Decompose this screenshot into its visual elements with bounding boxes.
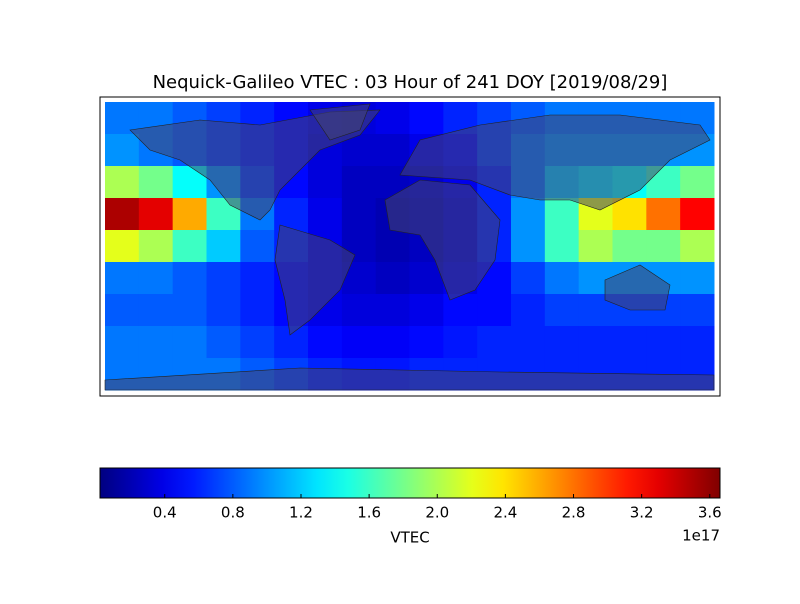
colorbar-tick-label: 2.4	[493, 504, 517, 522]
cell	[105, 262, 140, 295]
chart-title: Nequick-Galileo VTEC : 03 Hour of 241 DO…	[153, 72, 668, 93]
cell	[240, 326, 275, 359]
cell	[105, 166, 140, 199]
cell	[105, 294, 140, 327]
cell	[680, 198, 715, 231]
cell	[544, 326, 580, 359]
colorbar	[99, 467, 721, 499]
cell	[105, 102, 140, 135]
cell	[680, 166, 715, 199]
cell	[105, 134, 140, 167]
cell	[375, 230, 410, 263]
cell	[138, 166, 174, 199]
cell	[544, 294, 580, 327]
cell	[646, 198, 681, 231]
cell	[612, 326, 647, 359]
cell	[105, 198, 140, 231]
cell	[308, 326, 343, 359]
cell	[680, 294, 715, 327]
landmass	[129, 109, 381, 221]
cell	[341, 198, 377, 231]
cell	[544, 230, 580, 263]
landmass	[399, 114, 711, 211]
colorbar-tick-label: 2.0	[425, 504, 449, 522]
cell	[646, 230, 681, 263]
cell	[172, 230, 207, 263]
cell	[375, 102, 410, 135]
cell	[206, 326, 241, 359]
cell	[375, 294, 410, 327]
cell	[172, 294, 207, 327]
cell	[138, 294, 174, 327]
cell	[172, 198, 207, 231]
landmass	[384, 179, 501, 301]
cell	[443, 326, 478, 359]
coastlines	[104, 103, 715, 391]
map-frame	[99, 96, 721, 397]
cell	[375, 326, 410, 359]
cell	[646, 326, 681, 359]
cell	[341, 326, 377, 359]
cell	[206, 294, 241, 327]
cell	[578, 230, 613, 263]
colorbar-tick-label: 2.8	[562, 504, 586, 522]
colorbar-tick-label: 3.6	[698, 504, 722, 522]
cell	[240, 262, 275, 295]
cell	[544, 198, 580, 231]
cell	[206, 262, 241, 295]
colorbar-tick-label: 0.4	[153, 504, 177, 522]
cell	[375, 134, 410, 167]
cell	[308, 166, 343, 199]
cell	[544, 262, 580, 295]
cell	[274, 198, 309, 231]
cell	[680, 326, 715, 359]
cell	[511, 198, 546, 231]
cell	[409, 326, 444, 359]
cell	[138, 262, 174, 295]
cell	[511, 326, 546, 359]
cell	[172, 262, 207, 295]
cell	[206, 230, 241, 263]
cell	[375, 262, 410, 295]
landmass	[104, 367, 715, 391]
cell	[511, 262, 546, 295]
colorbar-tick-label: 1.2	[289, 504, 313, 522]
cell	[511, 230, 546, 263]
cell	[578, 326, 613, 359]
cell	[477, 326, 512, 359]
colorbar-label: VTEC	[390, 529, 429, 547]
cell	[138, 230, 174, 263]
cell	[341, 166, 377, 199]
cell	[443, 294, 478, 327]
cell	[612, 230, 647, 263]
landmass	[309, 103, 371, 141]
cell	[409, 102, 444, 135]
cell	[511, 294, 546, 327]
cell	[240, 294, 275, 327]
cell	[138, 326, 174, 359]
cell	[172, 326, 207, 359]
cell	[680, 230, 715, 263]
cell	[308, 198, 343, 231]
cell	[105, 230, 140, 263]
cell	[477, 294, 512, 327]
landmass	[604, 264, 671, 311]
cell	[341, 294, 377, 327]
cell	[240, 230, 275, 263]
cell	[612, 198, 647, 231]
landmass	[274, 224, 356, 336]
colorbar-tick-label: 1.6	[357, 504, 381, 522]
cell	[138, 198, 174, 231]
offset-label: 1e17	[682, 527, 720, 545]
cell	[105, 326, 140, 359]
cell	[409, 294, 444, 327]
cell	[680, 262, 715, 295]
colorbar-tick-label: 0.8	[221, 504, 245, 522]
colorbar-tick-label: 3.2	[630, 504, 654, 522]
